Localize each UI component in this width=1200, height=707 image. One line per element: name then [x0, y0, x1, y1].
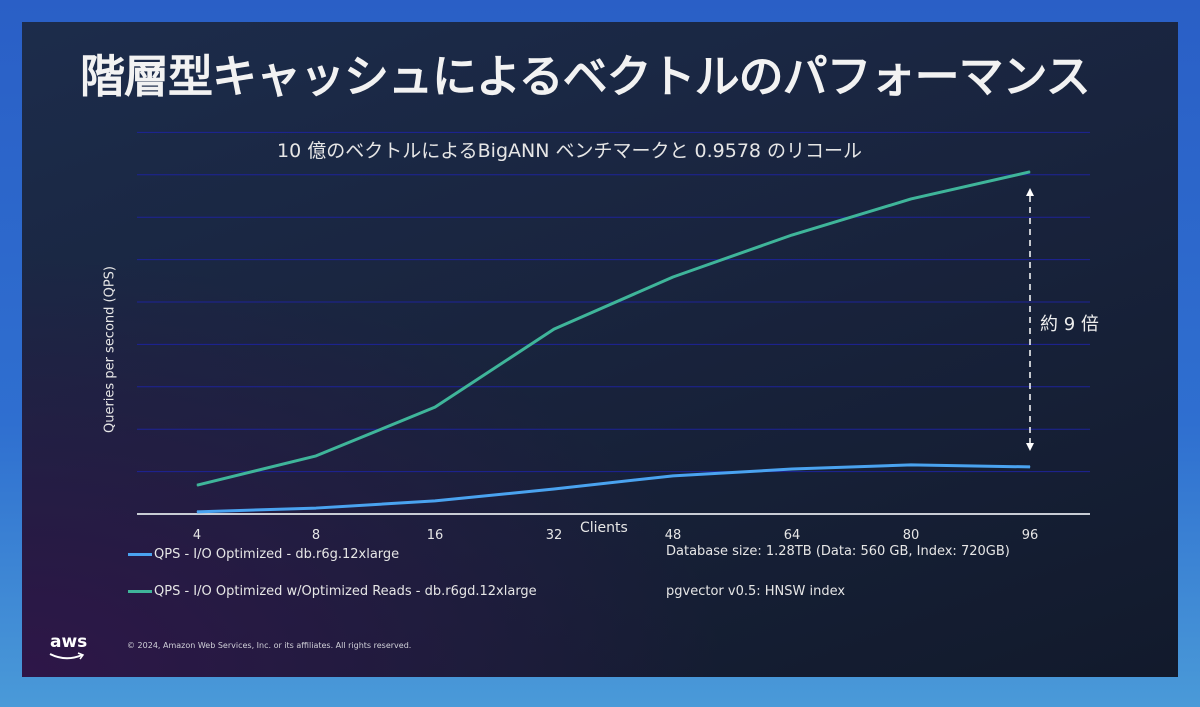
- aws-logo-text: aws: [50, 632, 88, 652]
- data-point: [910, 464, 912, 466]
- data-point: [791, 468, 793, 470]
- y-axis-label: Queries per second (QPS): [102, 265, 118, 434]
- line-chart: 4 8 16 32 48 64 80 96: [137, 131, 1090, 543]
- data-point: [315, 507, 317, 509]
- aws-smile-icon: [49, 652, 85, 660]
- x-tick-label: 48: [665, 528, 682, 543]
- improvement-annotation: 約 9 倍: [1040, 314, 1099, 335]
- chart-title: 10 億のベクトルによるBigANN ベンチマークと 0.9578 のリコール: [277, 140, 863, 162]
- data-point: [553, 328, 555, 330]
- x-tick-label: 96: [1022, 528, 1039, 543]
- data-point: [196, 484, 198, 486]
- data-point: [434, 500, 436, 502]
- x-tick-label: 16: [427, 528, 444, 543]
- arrow-up-icon: [1026, 188, 1034, 196]
- legend-label: QPS - I/O Optimized - db.r6g.12xlarge: [154, 547, 400, 562]
- copyright: © 2024, Amazon Web Services, Inc. or its…: [127, 641, 412, 650]
- pgvector-note: pgvector v0.5: HNSW index: [666, 584, 846, 599]
- x-tick-label: 8: [312, 528, 320, 543]
- x-tick-label: 4: [193, 528, 201, 543]
- legend-swatch: [128, 553, 152, 556]
- x-tick-label: 32: [546, 528, 563, 543]
- data-point: [315, 455, 317, 457]
- slide-title: 階層型キャッシュによるベクトルのパフォーマンス: [80, 50, 1091, 103]
- data-point: [672, 276, 674, 278]
- aws-logo: aws: [49, 632, 88, 660]
- x-axis-label: Clients: [580, 520, 628, 536]
- legend-swatch: [128, 590, 152, 593]
- arrow-down-icon: [1026, 443, 1034, 451]
- series-line-1: [196, 170, 1031, 487]
- legend-label: QPS - I/O Optimized w/Optimized Reads - …: [154, 584, 537, 599]
- data-point: [1029, 171, 1031, 173]
- legend-item-r6gd: QPS - I/O Optimized w/Optimized Reads - …: [128, 584, 537, 599]
- x-tick-label: 80: [903, 528, 920, 543]
- data-point: [196, 511, 198, 513]
- series-line-0: [196, 463, 1031, 514]
- data-point: [1029, 466, 1031, 468]
- legend-item-r6g: QPS - I/O Optimized - db.r6g.12xlarge: [128, 547, 399, 562]
- x-tick-label: 64: [784, 528, 801, 543]
- slide: 階層型キャッシュによるベクトルのパフォーマンス 10 億のベクトルによるBigA…: [22, 22, 1178, 677]
- data-point: [553, 488, 555, 490]
- data-point: [910, 198, 912, 200]
- data-point: [791, 234, 793, 236]
- data-point: [672, 475, 674, 477]
- database-size-note: Database size: 1.28TB (Data: 560 GB, Ind…: [666, 544, 1010, 559]
- data-point: [434, 406, 436, 408]
